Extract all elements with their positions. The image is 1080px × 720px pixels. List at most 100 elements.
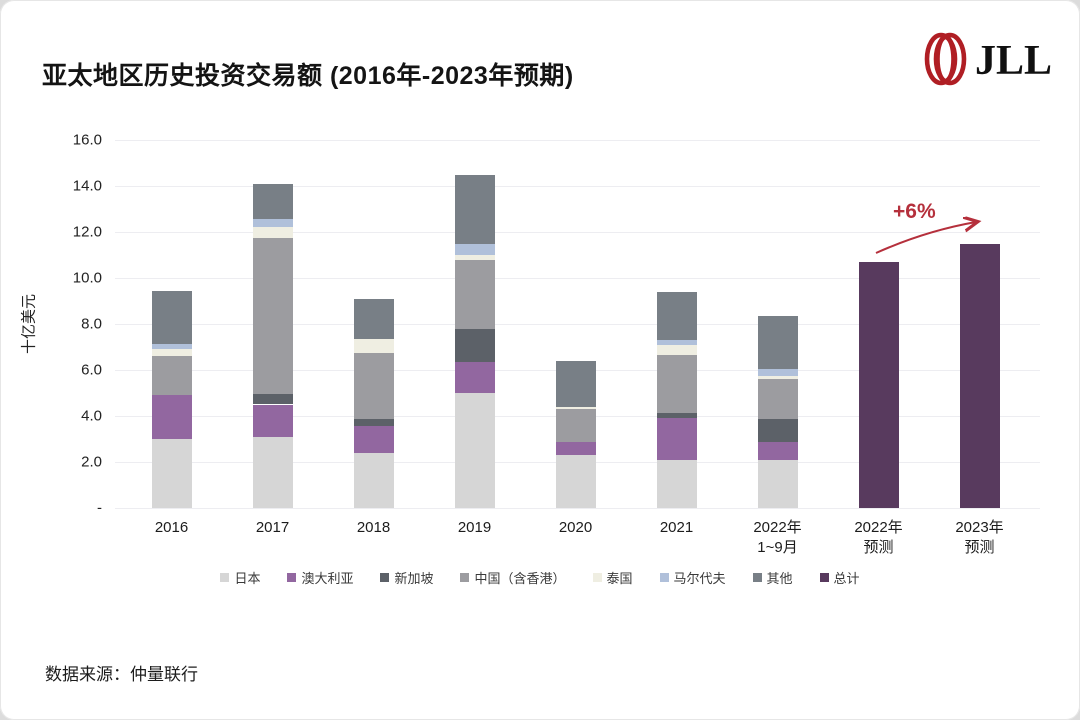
- bar-segment-日本: [151, 439, 192, 508]
- bar-segment-其他: [757, 315, 798, 369]
- bar-segment-日本: [454, 393, 495, 508]
- jll-logo: JLL: [924, 32, 1052, 86]
- y-tick-label: 2.0: [81, 453, 102, 471]
- bar-segment-日本: [252, 436, 293, 508]
- bar-segment-新加坡: [757, 419, 798, 443]
- legend-swatch: [752, 573, 762, 582]
- x-tick-label: 2018: [356, 519, 391, 536]
- growth-annotation: +6%: [893, 200, 936, 223]
- bar-segment-其他: [454, 174, 495, 244]
- bar-segment-澳大利亚: [656, 418, 697, 460]
- bar-segment-中国（含香港）: [555, 409, 596, 443]
- x-tick-label: 2022年 1~9月: [753, 519, 802, 557]
- legend-label: 其他: [766, 571, 793, 586]
- bar-segment-澳大利亚: [252, 404, 293, 437]
- y-tick-label: 8.0: [81, 315, 102, 333]
- bar-segment-新加坡: [353, 419, 394, 427]
- legend-label: 总计: [833, 571, 860, 586]
- y-tick-label: 4.0: [81, 407, 102, 425]
- legend-item-4: 泰国: [592, 568, 633, 587]
- legend-label: 中国（含香港）: [474, 571, 566, 586]
- gridline: [115, 232, 1040, 233]
- bar-segment-泰国: [555, 406, 596, 410]
- bar-segment-泰国: [656, 344, 697, 356]
- bar-segment-中国（含香港）: [252, 237, 293, 395]
- gridline: [115, 278, 1040, 279]
- growth-arrow-icon: [875, 195, 1010, 254]
- bar-segment-中国（含香港）: [656, 355, 697, 413]
- bar-segment-其他: [151, 290, 192, 344]
- source-note: 数据来源：仲量联行: [45, 665, 198, 684]
- bar-segment-澳大利亚: [454, 361, 495, 393]
- gridline: [115, 324, 1040, 325]
- bar-segment-马尔代夫: [454, 243, 495, 255]
- legend-item-6: 其他: [752, 568, 793, 587]
- gridline: [115, 186, 1040, 187]
- legend-label: 澳大利亚: [301, 571, 354, 586]
- legend-label: 泰国: [606, 571, 633, 586]
- legend-swatch: [819, 573, 829, 582]
- jll-logo-text: JLL: [975, 38, 1052, 84]
- bar-segment-日本: [757, 459, 798, 508]
- bar-segment-中国（含香港）: [454, 259, 495, 329]
- x-tick-label: 2023年 预测: [955, 519, 1004, 557]
- y-tick-label: 14.0: [72, 177, 102, 195]
- bar-segment-泰国: [353, 338, 394, 353]
- gridline: [115, 508, 1040, 509]
- bar-segment-总计: [858, 261, 899, 508]
- bar-segment-澳大利亚: [757, 442, 798, 460]
- bar-segment-日本: [353, 452, 394, 508]
- bar-segment-中国（含香港）: [151, 356, 192, 396]
- legend-swatch: [220, 573, 230, 582]
- legend-item-1: 澳大利亚: [287, 568, 353, 587]
- bar-segment-马尔代夫: [151, 343, 192, 350]
- bar-segment-新加坡: [454, 328, 495, 362]
- bar-segment-其他: [656, 291, 697, 341]
- x-tick-label: 2016: [154, 519, 189, 536]
- legend-swatch: [460, 573, 470, 582]
- bar-segment-中国（含香港）: [353, 352, 394, 420]
- bar-segment-澳大利亚: [353, 426, 394, 453]
- bar-segment-中国（含香港）: [757, 379, 798, 420]
- bar-segment-日本: [656, 459, 697, 508]
- bar-segment-泰国: [757, 375, 798, 380]
- bar-segment-泰国: [454, 255, 495, 260]
- gridline: [115, 140, 1040, 141]
- bar-segment-其他: [555, 360, 596, 407]
- x-tick-label: 2022年 预测: [854, 519, 903, 557]
- legend-label: 马尔代夫: [673, 571, 726, 586]
- x-tick-label: 2019: [457, 519, 492, 536]
- legend-swatch: [287, 573, 297, 582]
- bar-segment-泰国: [252, 227, 293, 238]
- bar-segment-日本: [555, 455, 596, 508]
- bar-segment-马尔代夫: [252, 219, 293, 228]
- y-tick-label: 6.0: [81, 361, 102, 379]
- legend-swatch: [380, 573, 390, 582]
- legend-swatch: [592, 573, 602, 582]
- legend-item-5: 马尔代夫: [659, 568, 726, 587]
- legend-swatch: [659, 573, 669, 582]
- x-tick-label: 2017: [255, 519, 290, 536]
- bar-segment-马尔代夫: [656, 340, 697, 345]
- y-tick-label: 16.0: [72, 131, 102, 149]
- bar-segment-其他: [353, 298, 394, 339]
- legend-item-0: 日本: [220, 568, 260, 587]
- y-tick-label: 10.0: [72, 269, 102, 287]
- bar-segment-马尔代夫: [757, 368, 798, 376]
- bar-segment-新加坡: [252, 394, 293, 405]
- bar-segment-其他: [252, 183, 293, 220]
- legend-label: 日本: [234, 571, 261, 586]
- y-tick-label: -: [97, 499, 102, 517]
- bar-segment-总计: [959, 243, 1000, 508]
- bar-segment-泰国: [151, 349, 192, 357]
- legend-label: 新加坡: [394, 571, 434, 586]
- bar-segment-新加坡: [656, 412, 697, 419]
- y-tick-label: 12.0: [72, 223, 102, 241]
- legend-item-7: 总计: [819, 568, 860, 587]
- chart-title: 亚太地区历史投资交易额 (2016年-2023年预期): [42, 62, 574, 90]
- bar-segment-澳大利亚: [151, 395, 192, 439]
- bar-segment-澳大利亚: [555, 442, 596, 456]
- legend-item-2: 新加坡: [380, 568, 433, 587]
